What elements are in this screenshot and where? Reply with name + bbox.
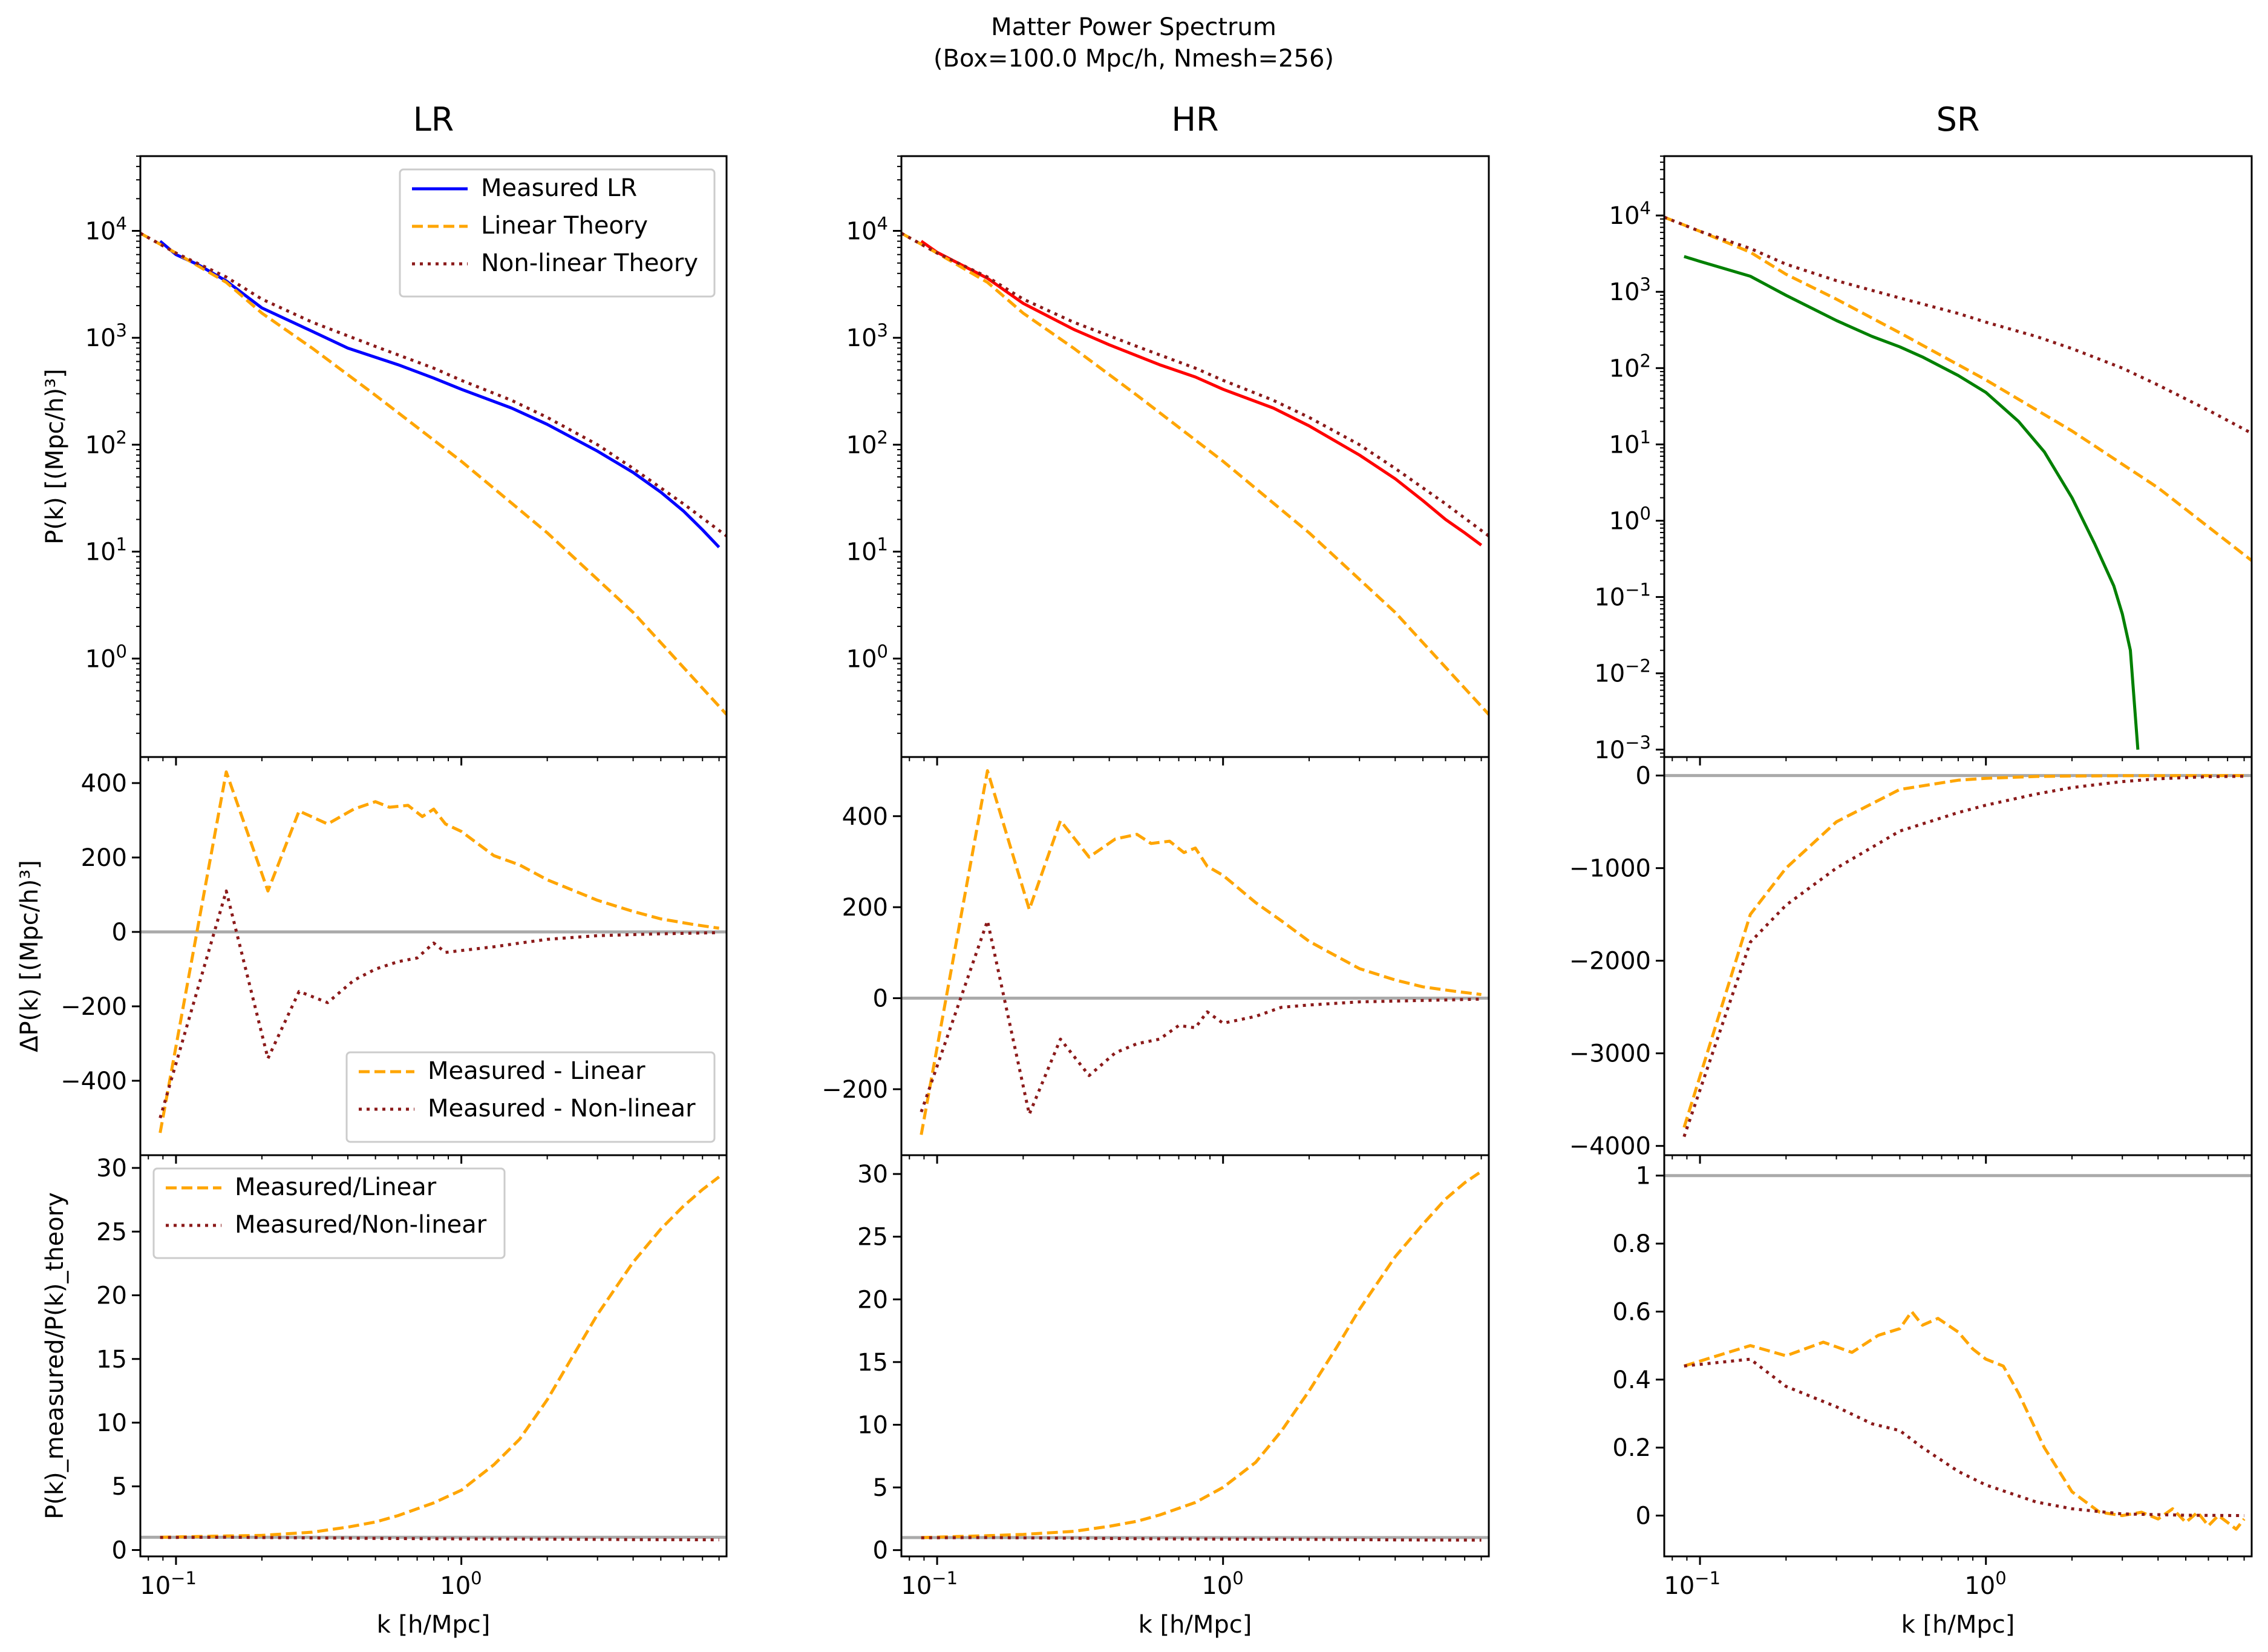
y-tick-label: 100 <box>85 641 127 673</box>
legend: Measured - Linear Measured - Non-linear <box>345 1051 716 1143</box>
y-tick-label: 104 <box>846 214 888 246</box>
y-tick-label: 0 <box>112 919 127 946</box>
y-tick-label: 5 <box>112 1473 127 1501</box>
series-line-series-1 <box>920 240 1483 546</box>
x-axis-label: k [h/Mpc] <box>377 1611 491 1639</box>
y-tick-label: 25 <box>857 1224 888 1251</box>
series-line-measured-linear <box>160 1175 721 1539</box>
legend-box <box>152 1167 506 1259</box>
series-line-measured-non-linear <box>160 1535 719 1542</box>
legend-box <box>399 168 716 298</box>
legend-label: Measured/Linear <box>235 1173 437 1201</box>
x-axis-label: k [h/Mpc] <box>1139 1611 1252 1639</box>
y-tick-label: 10−1 <box>1594 580 1651 612</box>
series-line-measured-non-linear <box>158 889 719 1119</box>
y-tick-label: 0.6 <box>1612 1298 1651 1326</box>
legend-label: Measured/Non-linear <box>235 1211 487 1239</box>
y-tick-label: −200 <box>60 993 127 1021</box>
y-tick-label: 0 <box>1636 762 1651 790</box>
y-tick-label: 0 <box>873 985 888 1013</box>
y-tick-label: 103 <box>846 320 888 352</box>
panel-title: LR <box>413 100 454 139</box>
series-line-measured-linear <box>158 770 719 1133</box>
series-line-series-2 <box>921 1536 1482 1542</box>
series-line-measured-lr <box>159 240 721 549</box>
panel-4: −400 −200 0 200 400 ΔP(k) [(Mpc/h)³] Measured … <box>16 756 728 1164</box>
y-tick-label: 0.4 <box>1612 1366 1651 1394</box>
panel-6: −4000 −3000 −2000 −1000 0 <box>1569 756 2253 1164</box>
series-line-non-linear-theory <box>140 232 727 537</box>
y-tick-label: 0 <box>1636 1503 1651 1530</box>
y-tick-label: −1000 <box>1569 855 1651 883</box>
series-line-series-2 <box>1684 1357 2244 1518</box>
y-axis-label: ΔP(k) [(Mpc/h)³] <box>16 860 44 1052</box>
legend-label: Measured - Linear <box>428 1057 645 1085</box>
y-axis-label: P(k) [(Mpc/h)³] <box>41 369 69 544</box>
y-tick-label: 400 <box>842 803 888 831</box>
x-axis-label: k [h/Mpc] <box>1901 1611 2015 1639</box>
y-tick-label: 30 <box>96 1155 127 1182</box>
y-tick-label: 5 <box>873 1474 888 1502</box>
y-tick-label: 30 <box>857 1161 888 1188</box>
y-tick-label: 0 <box>873 1537 888 1565</box>
y-tick-label: −2000 <box>1569 948 1651 975</box>
y-tick-label: 104 <box>1609 198 1651 230</box>
series-line-series-2 <box>901 232 1489 716</box>
legend-box <box>345 1051 716 1143</box>
panel-title: SR <box>1936 100 1980 139</box>
panel-5: −200 0 200 400 <box>822 756 1490 1164</box>
y-axis-label: P(k)_measured/P(k)_theory <box>41 1192 69 1519</box>
legend-label: Linear Theory <box>481 212 648 240</box>
y-tick-label: −400 <box>60 1067 127 1095</box>
series-line-series-3 <box>1664 215 2252 435</box>
series-line-series-1 <box>1684 255 2140 750</box>
y-tick-label: 0 <box>112 1536 127 1564</box>
legend: Measured LR Linear Theory Non-linear Theor… <box>399 168 716 298</box>
x-tick-label: 10−1 <box>901 1568 958 1600</box>
y-tick-label: 25 <box>96 1218 127 1246</box>
y-tick-label: 15 <box>857 1349 888 1377</box>
y-tick-label: 400 <box>81 770 127 798</box>
series-line-series-2 <box>1682 775 2244 1138</box>
figure-title-line2: (Box=100.0 Mpc/h, Nmesh=256) <box>933 45 1334 73</box>
series-line-linear-theory <box>140 232 727 716</box>
panel-title: HR <box>1171 100 1218 139</box>
y-tick-label: 15 <box>96 1346 127 1374</box>
legend-label: Measured LR <box>481 174 637 202</box>
series-line-series-1 <box>920 769 1482 1135</box>
series-line-series-1 <box>1684 1310 2246 1531</box>
y-tick-label: −3000 <box>1569 1040 1651 1068</box>
y-tick-label: 200 <box>81 844 127 872</box>
series-line-series-3 <box>901 232 1489 537</box>
y-tick-label: 10 <box>96 1409 127 1437</box>
y-tick-label: 100 <box>846 641 888 673</box>
figure-title-line1: Matter Power Spectrum <box>991 13 1276 41</box>
y-tick-label: 20 <box>96 1282 127 1310</box>
legend: Measured/Linear Measured/Non-linear <box>152 1167 506 1259</box>
y-tick-label: 200 <box>842 894 888 922</box>
y-tick-label: −200 <box>822 1076 888 1104</box>
series-line-series-1 <box>1682 774 2244 1128</box>
y-tick-label: 1 <box>1636 1162 1651 1190</box>
series-line-series-2 <box>1664 215 2252 562</box>
y-tick-label: 0.2 <box>1612 1434 1651 1462</box>
legend-label: Non-linear Theory <box>481 249 698 277</box>
y-tick-label: −4000 <box>1569 1133 1651 1161</box>
series-line-series-1 <box>921 1170 1483 1539</box>
y-tick-label: 10−2 <box>1594 656 1651 688</box>
y-tick-label: 20 <box>857 1286 888 1314</box>
y-tick-label: 10 <box>857 1411 888 1439</box>
legend-label: Measured - Non-linear <box>428 1095 696 1123</box>
y-tick-label: 0.8 <box>1612 1230 1651 1258</box>
